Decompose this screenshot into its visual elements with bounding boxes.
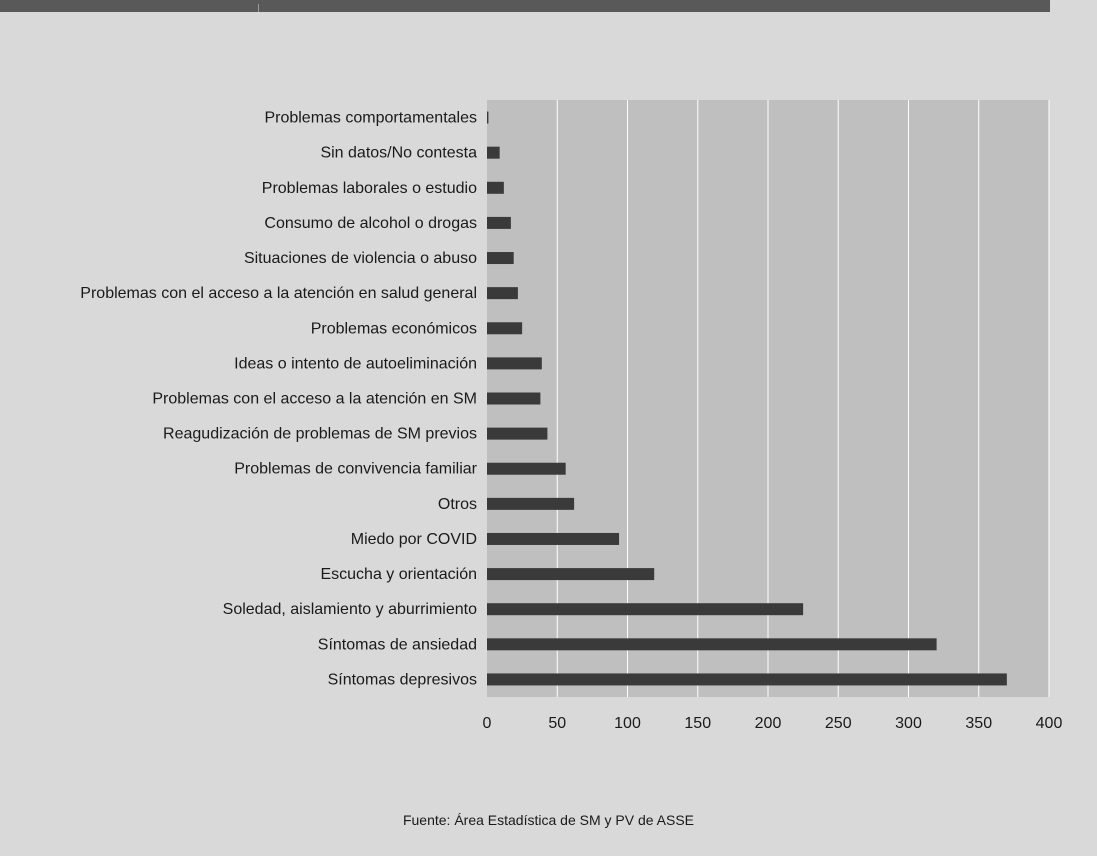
- bar-chart: 0 50 100 150 200 250 300 350 400 Problemas compor…: [80, 100, 1062, 732]
- x-tick-label: 0: [483, 715, 492, 732]
- category-label: Reagudización de problemas de SM previos: [163, 426, 477, 443]
- category-label: Otros: [438, 496, 477, 513]
- category-label: Problemas con el acceso a la atención en…: [152, 391, 477, 408]
- category-label: Ideas o intento de autoeliminación: [234, 355, 477, 372]
- bar: [487, 146, 500, 159]
- bar: [487, 287, 518, 300]
- source-note: Fuente: Área Estadística de SM y PV de A…: [402, 812, 695, 828]
- category-label: Soledad, aislamiento y aburrimiento: [223, 601, 477, 618]
- x-tick-label: 400: [1036, 715, 1063, 732]
- category-label: Consumo de alcohol o drogas: [264, 215, 477, 232]
- bar: [487, 181, 504, 194]
- bar: [487, 111, 489, 124]
- category-label: Situaciones de violencia o abuso: [244, 250, 477, 267]
- category-label: Sin datos/No contesta: [320, 145, 477, 162]
- x-tick-label: 50: [548, 715, 566, 732]
- bar: [487, 427, 548, 440]
- category-label: Síntomas depresivos: [328, 671, 477, 688]
- bar: [487, 322, 523, 335]
- category-label: Problemas laborales o estudio: [262, 180, 477, 197]
- bar: [487, 216, 511, 229]
- x-tick-label: 150: [684, 715, 711, 732]
- bar: [487, 252, 514, 265]
- bar: [487, 462, 566, 475]
- category-label: Problemas con el acceso a la atención en…: [80, 285, 477, 302]
- category-label: Problemas económicos: [311, 320, 477, 337]
- category-label: Problemas de convivencia familiar: [234, 461, 477, 478]
- category-label: Síntomas de ansiedad: [318, 636, 477, 653]
- bar: [487, 357, 542, 370]
- bar: [487, 532, 620, 545]
- bar: [487, 392, 541, 405]
- bar: [487, 638, 937, 651]
- x-tick-label: 100: [614, 715, 641, 732]
- plot-area: 0 50 100 150 200 250 300 350 400 Problemas compor…: [80, 100, 1062, 732]
- header-tick: [258, 4, 259, 12]
- category-label: Problemas comportamentales: [264, 110, 477, 127]
- x-tick-label: 350: [965, 715, 992, 732]
- x-tick-label: 300: [895, 715, 922, 732]
- bar: [487, 603, 804, 616]
- bar: [487, 497, 575, 510]
- header-band: [0, 0, 1050, 12]
- bar: [487, 673, 1007, 686]
- bar: [487, 568, 655, 581]
- x-tick-label: 200: [755, 715, 782, 732]
- category-label: Miedo por COVID: [351, 531, 477, 548]
- category-label: Escucha y orientación: [320, 566, 477, 583]
- x-tick-label: 250: [825, 715, 852, 732]
